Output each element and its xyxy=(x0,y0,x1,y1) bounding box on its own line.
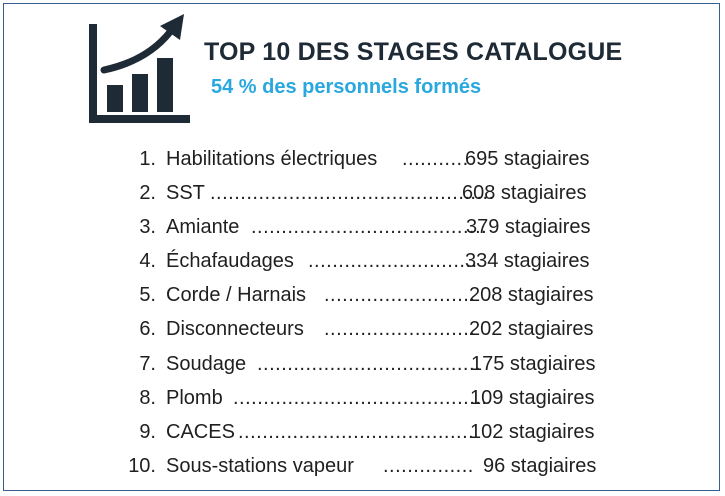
dot-leader: ......................... xyxy=(324,284,476,307)
rank-number: 7. xyxy=(139,352,156,375)
training-name: Corde / Harnais xyxy=(166,284,307,307)
ranking-row: 6. Disconnecteurs ......................… xyxy=(120,314,620,348)
trainee-count: 102 stagiaires xyxy=(470,420,595,443)
ranking-row: 8. Plomb ...............................… xyxy=(120,383,620,417)
rank-number: 2. xyxy=(139,182,156,205)
trainee-count: 379 stagiaires xyxy=(466,216,591,239)
rank-number: 9. xyxy=(139,420,156,443)
ranking-row: 7. Soudage .............................… xyxy=(120,349,620,383)
trainee-count: 96 stagiaires xyxy=(483,454,597,477)
trainee-count: 109 stagiaires xyxy=(470,386,595,409)
training-name: Plomb xyxy=(166,386,223,409)
training-name: CACES xyxy=(166,420,235,443)
dot-leader: ....................................... xyxy=(251,216,488,239)
rank-number: 4. xyxy=(139,250,156,273)
ranking-row: 4. Échafaudages ........................… xyxy=(120,246,620,280)
dot-leader: ........... xyxy=(402,148,469,170)
rank-number: 10. xyxy=(128,454,156,477)
trainee-count: 608 stagiaires xyxy=(462,182,587,205)
ranking-list: 1. Habilitations électriques ...........… xyxy=(120,144,620,485)
training-name: SST xyxy=(166,182,205,205)
ranking-row: 2. SST .................................… xyxy=(120,178,620,212)
infographic-frame xyxy=(3,3,720,491)
training-name: Soudage xyxy=(166,352,247,375)
ranking-row: 9. CACES ...............................… xyxy=(120,417,620,451)
dot-leader: ..................................... xyxy=(257,352,482,375)
training-name: Sous-stations vapeur xyxy=(166,454,354,477)
dot-leader: ........................................… xyxy=(233,386,488,409)
training-name: Amiante xyxy=(166,216,240,239)
trainee-count: 695 stagiaires xyxy=(465,148,590,170)
dot-leader: ....................................... xyxy=(238,420,475,443)
dot-leader: ......................... xyxy=(324,318,476,341)
ranking-row: 3. Amiante .............................… xyxy=(120,212,620,246)
dot-leader: ............... xyxy=(383,454,474,477)
ranking-row: 10. Sous-stations vapeur ...............… xyxy=(120,451,620,485)
trainee-count: 208 stagiaires xyxy=(469,284,594,307)
training-name: Échafaudages xyxy=(166,250,294,273)
rank-number: 5. xyxy=(139,284,156,307)
page-subtitle: 54 % des personnels formés xyxy=(211,76,482,98)
ranking-row: 5. Corde / Harnais .....................… xyxy=(120,280,620,314)
training-name: Disconnecteurs xyxy=(166,318,304,341)
training-name: Habilitations électriques xyxy=(166,148,378,170)
dot-leader: ........................................… xyxy=(210,182,495,205)
rank-number: 1. xyxy=(139,148,156,170)
page-title: TOP 10 DES STAGES CATALOGUE xyxy=(204,38,623,66)
dot-leader: ............................ xyxy=(308,250,478,273)
rank-number: 8. xyxy=(139,386,156,409)
trainee-count: 175 stagiaires xyxy=(471,352,596,375)
ranking-row: 1. Habilitations électriques ...........… xyxy=(120,144,620,178)
bar-chart-growth-arrow-icon xyxy=(89,14,190,123)
trainee-count: 202 stagiaires xyxy=(469,318,594,341)
trainee-count: 334 stagiaires xyxy=(465,250,590,273)
rank-number: 3. xyxy=(139,216,156,239)
rank-number: 6. xyxy=(139,318,156,341)
